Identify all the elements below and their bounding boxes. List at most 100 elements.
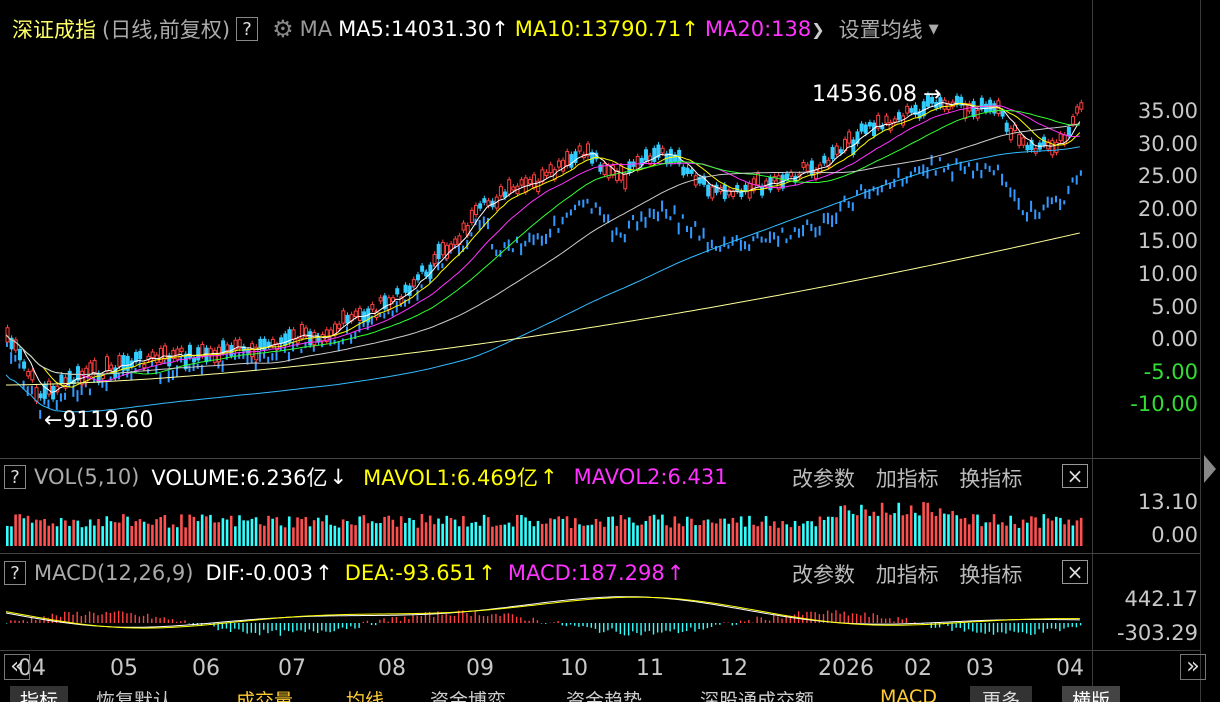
volume-bar bbox=[151, 524, 154, 546]
add-indicator-button[interactable]: 加指标 bbox=[875, 467, 939, 491]
volume-bar bbox=[234, 526, 237, 546]
candle bbox=[979, 97, 984, 110]
candle bbox=[748, 244, 751, 251]
candle bbox=[561, 216, 564, 225]
macd-bar bbox=[980, 623, 982, 633]
macd-bar bbox=[706, 623, 709, 629]
volume-bar bbox=[283, 527, 287, 546]
candle bbox=[565, 151, 570, 167]
candle bbox=[544, 171, 549, 176]
candle bbox=[661, 200, 664, 212]
volume-help-button[interactable]: ? bbox=[4, 465, 26, 489]
volume-bar bbox=[287, 516, 291, 546]
candle bbox=[158, 347, 163, 363]
volume-chart[interactable] bbox=[0, 458, 1092, 553]
candle bbox=[26, 386, 29, 396]
time-axis-label: 06 bbox=[192, 656, 220, 681]
scroll-left-icon[interactable]: « bbox=[4, 654, 30, 680]
tab-landscape[interactable]: 横版 bbox=[1062, 686, 1121, 702]
volume-bar bbox=[706, 519, 710, 546]
macd-bar bbox=[217, 623, 219, 631]
candle bbox=[918, 166, 921, 174]
ma-line bbox=[5, 102, 1081, 393]
macd-bar bbox=[433, 616, 435, 623]
volume-bar bbox=[714, 523, 718, 546]
help-button[interactable]: ? bbox=[236, 17, 259, 41]
macd-bar bbox=[872, 613, 874, 623]
macd-bar bbox=[578, 623, 580, 627]
swap-indicator-button[interactable]: 换指标 bbox=[959, 563, 1023, 587]
candle bbox=[706, 184, 711, 197]
candle bbox=[561, 159, 566, 172]
tab-connect-turnover[interactable]: 深股通成交额 bbox=[700, 690, 815, 702]
volume-bar bbox=[138, 519, 142, 546]
volume-bar bbox=[574, 518, 577, 546]
candle bbox=[867, 122, 872, 127]
candlestick-chart[interactable] bbox=[0, 0, 1092, 458]
volume-bar bbox=[1017, 527, 1021, 546]
adjust-mode[interactable]: (日线,前复权) bbox=[102, 18, 231, 42]
macd-bar bbox=[897, 617, 899, 623]
candle bbox=[482, 216, 485, 227]
change-params-button[interactable]: 改参数 bbox=[792, 563, 855, 587]
macd-bar bbox=[109, 612, 112, 623]
volume-bar bbox=[943, 513, 946, 546]
macd-help-button[interactable]: ? bbox=[4, 561, 26, 585]
candle bbox=[179, 347, 184, 353]
tab-capital-game[interactable]: 资金博弈 bbox=[430, 690, 507, 702]
macd-bar bbox=[445, 614, 447, 623]
change-params-button[interactable]: 改参数 bbox=[792, 467, 855, 491]
volume-bar bbox=[130, 525, 133, 546]
tab-macd[interactable]: MACD bbox=[880, 686, 937, 702]
candle bbox=[188, 365, 191, 373]
candle bbox=[805, 164, 810, 172]
macd-chart[interactable] bbox=[0, 553, 1092, 650]
tab-ma[interactable]: 均线 bbox=[346, 690, 385, 702]
volume-bar bbox=[1075, 520, 1079, 546]
up-arrow-icon: ↑ bbox=[315, 561, 333, 585]
chevron-down-icon[interactable]: ❯ bbox=[811, 19, 825, 39]
candle bbox=[598, 206, 601, 216]
candle bbox=[710, 239, 713, 249]
candle bbox=[329, 336, 332, 346]
candle bbox=[942, 99, 947, 110]
dif-value: DIF:-0.003 bbox=[205, 561, 314, 585]
volume-bar bbox=[561, 518, 565, 546]
candle bbox=[690, 227, 693, 239]
macd-bar bbox=[325, 623, 327, 632]
dropdown-icon[interactable]: ▼ bbox=[928, 21, 939, 37]
candle bbox=[13, 339, 18, 351]
gear-icon[interactable]: ⚙ bbox=[272, 15, 294, 43]
volume-bar bbox=[797, 525, 801, 546]
candle bbox=[635, 156, 640, 170]
close-icon[interactable]: × bbox=[1062, 560, 1088, 584]
tab-indicator[interactable]: 指标 bbox=[10, 686, 69, 702]
volume-title[interactable]: VOL(5,10) bbox=[34, 465, 140, 489]
macd-bar bbox=[221, 623, 223, 629]
macd-bar bbox=[719, 623, 721, 625]
candle bbox=[947, 163, 950, 170]
tab-capital-trend[interactable]: 资金趋势 bbox=[566, 690, 643, 702]
macd-bar bbox=[155, 616, 157, 623]
close-icon[interactable]: × bbox=[1062, 464, 1088, 488]
volume-bar bbox=[864, 509, 867, 546]
macd-bar bbox=[673, 623, 675, 630]
macd-title[interactable]: MACD(12,26,9) bbox=[34, 561, 194, 585]
swap-indicator-button[interactable]: 换指标 bbox=[959, 467, 1023, 491]
macd-bar bbox=[229, 623, 232, 632]
scroll-right-icon[interactable]: » bbox=[1180, 654, 1206, 680]
tab-restore-default[interactable]: 恢复默认 bbox=[96, 690, 173, 702]
tab-more[interactable]: 更多 bbox=[970, 686, 1033, 702]
candle bbox=[722, 184, 727, 200]
candle bbox=[399, 296, 404, 304]
volume-bar bbox=[362, 515, 366, 546]
add-indicator-button[interactable]: 加指标 bbox=[875, 563, 939, 587]
price-axis-label: 0.00 bbox=[1151, 327, 1198, 352]
collapse-arrow-icon[interactable] bbox=[1204, 455, 1216, 483]
tab-volume[interactable]: 成交量 bbox=[236, 690, 294, 702]
set-ma-button[interactable]: 设置均线 bbox=[838, 18, 923, 42]
time-axis-label: 04 bbox=[1056, 656, 1084, 681]
macd-bar bbox=[416, 615, 418, 623]
candle bbox=[225, 344, 230, 351]
candle bbox=[486, 200, 491, 206]
